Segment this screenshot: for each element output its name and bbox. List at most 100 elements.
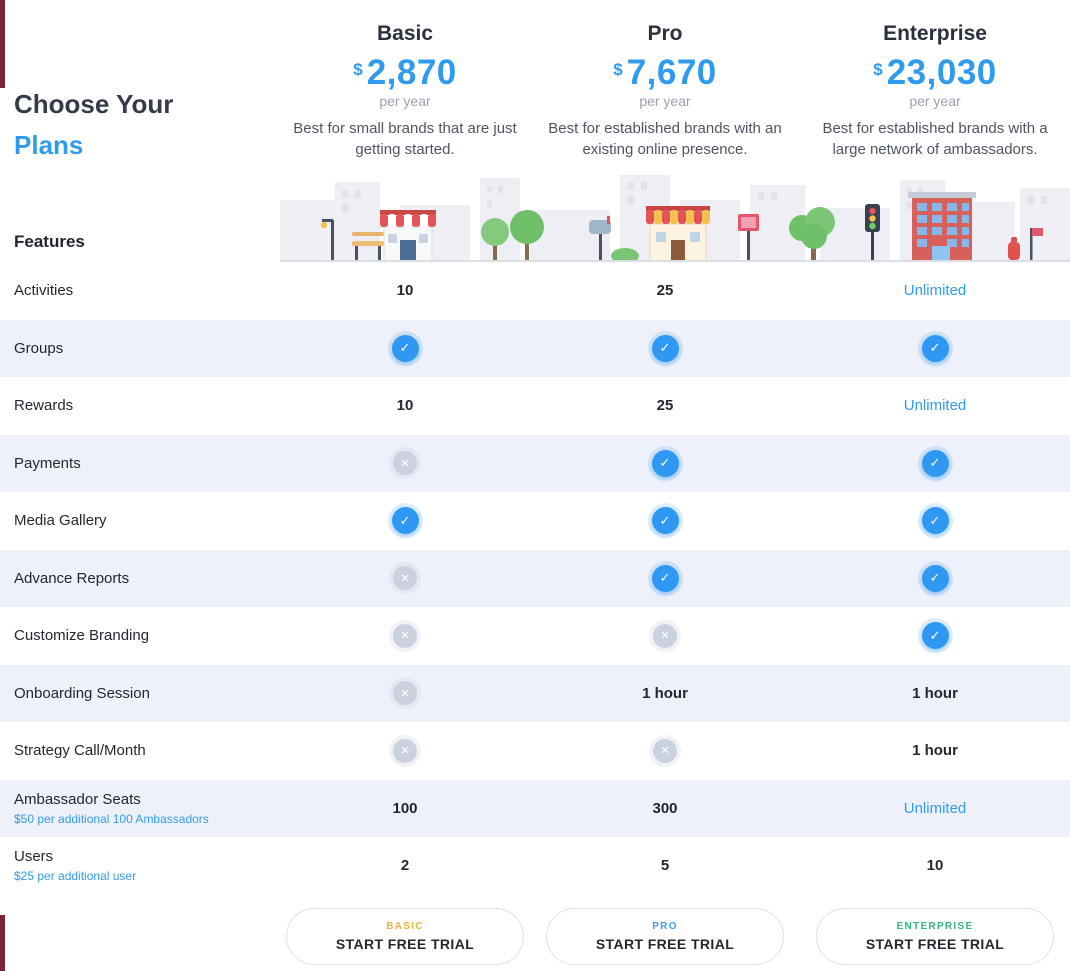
plan-period: per year — [379, 93, 431, 109]
feature-row: Activities 10 25 Unlimited — [0, 262, 1070, 320]
feature-row: Users $25 per additional user 2 5 10 — [0, 837, 1070, 895]
check-icon: ✓ — [651, 334, 679, 362]
price-amount: 7,670 — [626, 53, 717, 92]
plan-period: per year — [909, 93, 961, 109]
feature-cell: 300 — [652, 799, 678, 817]
feature-row: Advance Reports ✕ ✓ ✓ — [0, 549, 1070, 607]
feature-cell: 25 — [656, 397, 674, 415]
ground-line — [280, 260, 1070, 262]
feature-cell: ✕ — [530, 623, 800, 648]
start-trial-button-pro[interactable]: PRO START FREE TRIAL — [546, 907, 784, 965]
check-icon: ✓ — [921, 449, 949, 477]
feature-cell: Unlimited — [903, 397, 967, 415]
feature-cell: ✕ — [280, 566, 530, 591]
lamp-post-icon — [320, 219, 334, 260]
cross-icon: ✕ — [393, 451, 417, 476]
feature-label: Payments — [14, 454, 81, 472]
feature-cell: 10 — [396, 282, 414, 300]
feature-label: Activities — [14, 282, 74, 300]
start-trial-button-enterprise[interactable]: ENTERPRISE START FREE TRIAL — [816, 907, 1054, 965]
feature-row: Customize Branding ✕ ✕ ✓ — [0, 607, 1070, 665]
store-icon — [380, 210, 436, 262]
cross-icon: ✕ — [653, 623, 677, 648]
feature-cell: ✓ — [530, 564, 800, 592]
mailbox-icon — [589, 216, 611, 262]
feature-row: Strategy Call/Month ✕ ✕ 1 hour — [0, 722, 1070, 780]
feature-rows: Activities 10 25 Unlimited Groups ✓ ✓ ✓ Rewa… — [0, 262, 1070, 895]
big-tree-icon — [789, 207, 835, 262]
feature-sublabel: $25 per additional user — [14, 869, 137, 884]
feature-cell: ✓ — [800, 449, 1070, 477]
cta-plan-tag: PRO — [652, 920, 678, 932]
check-icon: ✓ — [921, 507, 949, 535]
cross-icon: ✕ — [393, 566, 417, 591]
cta-plan-tag: ENTERPRISE — [896, 920, 974, 932]
feature-cell: Unlimited — [903, 282, 967, 300]
check-icon: ✓ — [391, 507, 419, 535]
feature-cell: ✓ — [800, 622, 1070, 650]
price-amount: 23,030 — [886, 53, 997, 92]
check-icon: ✓ — [391, 334, 419, 362]
plan-header-pro: Pro $7,670 per year Best for established… — [530, 0, 800, 160]
feature-label: Media Gallery — [14, 512, 107, 530]
feature-cell: ✕ — [280, 738, 530, 763]
feature-cell: ✓ — [800, 334, 1070, 362]
building-icon — [908, 192, 976, 262]
plan-description: Best for established brands with an exis… — [548, 120, 782, 158]
plan-name: Pro — [647, 22, 683, 45]
signboard-icon — [738, 214, 759, 262]
plan-description: Best for small brands that are just gett… — [293, 120, 517, 158]
feature-sublabel: $50 per additional 100 Ambassadors — [14, 811, 209, 826]
feature-cell: ✓ — [800, 564, 1070, 592]
feature-row: Groups ✓ ✓ ✓ — [0, 319, 1070, 377]
feature-cell: 1 hour — [912, 742, 958, 760]
page-title-line2: Plans — [14, 130, 84, 160]
feature-row: Media Gallery ✓ ✓ ✓ — [0, 492, 1070, 550]
plan-period: per year — [639, 93, 691, 109]
start-trial-button-basic[interactable]: BASIC START FREE TRIAL — [286, 907, 524, 965]
page-title: Choose Your Plans — [14, 84, 280, 166]
cross-icon: ✕ — [393, 623, 417, 648]
plans-header: Choose Your Plans Basic $2,870 per year … — [0, 0, 1070, 170]
shop-icon — [646, 206, 710, 262]
feature-cell: ✓ — [530, 334, 800, 362]
check-icon: ✓ — [921, 334, 949, 362]
feature-cell: ✕ — [530, 738, 800, 763]
feature-label: Strategy Call/Month — [14, 742, 146, 760]
feature-cell: ✕ — [280, 623, 530, 648]
check-icon: ✓ — [651, 449, 679, 477]
cross-icon: ✕ — [393, 681, 417, 706]
feature-cell: 25 — [656, 282, 674, 300]
feature-cell: 10 — [396, 397, 414, 415]
feature-label: Advance Reports — [14, 569, 130, 587]
plan-price: $2,870 — [280, 53, 530, 93]
left-edge-artifact-top — [0, 0, 5, 88]
city-illustration — [280, 170, 1070, 262]
currency-symbol: $ — [353, 60, 363, 79]
feature-label: Rewards — [14, 397, 74, 415]
feature-cell: 100 — [392, 799, 418, 817]
city-illustration-svg — [280, 175, 1070, 262]
feature-cell: Unlimited — [903, 799, 967, 817]
price-amount: 2,870 — [366, 53, 457, 92]
check-icon: ✓ — [651, 507, 679, 535]
tree-icon — [481, 210, 544, 262]
features-heading: Features — [14, 232, 85, 251]
plan-name: Basic — [376, 22, 434, 45]
feature-cell: ✓ — [280, 507, 530, 535]
feature-label: Onboarding Session — [14, 684, 150, 702]
cta-label: START FREE TRIAL — [335, 935, 475, 952]
feature-row: Ambassador Seats $50 per additional 100 … — [0, 779, 1070, 837]
plan-header-basic: Basic $2,870 per year Best for small bra… — [280, 0, 530, 160]
traffic-light-icon — [865, 204, 880, 262]
plan-price: $7,670 — [530, 53, 800, 93]
feature-cell: ✕ — [280, 681, 530, 706]
feature-label: Customize Branding — [14, 627, 150, 645]
cta-label: START FREE TRIAL — [865, 935, 1005, 952]
check-icon: ✓ — [921, 564, 949, 592]
feature-cell: 2 — [400, 857, 410, 875]
left-edge-artifact-bottom — [0, 915, 5, 971]
page-title-line1: Choose Your — [14, 89, 174, 119]
check-icon: ✓ — [651, 564, 679, 592]
